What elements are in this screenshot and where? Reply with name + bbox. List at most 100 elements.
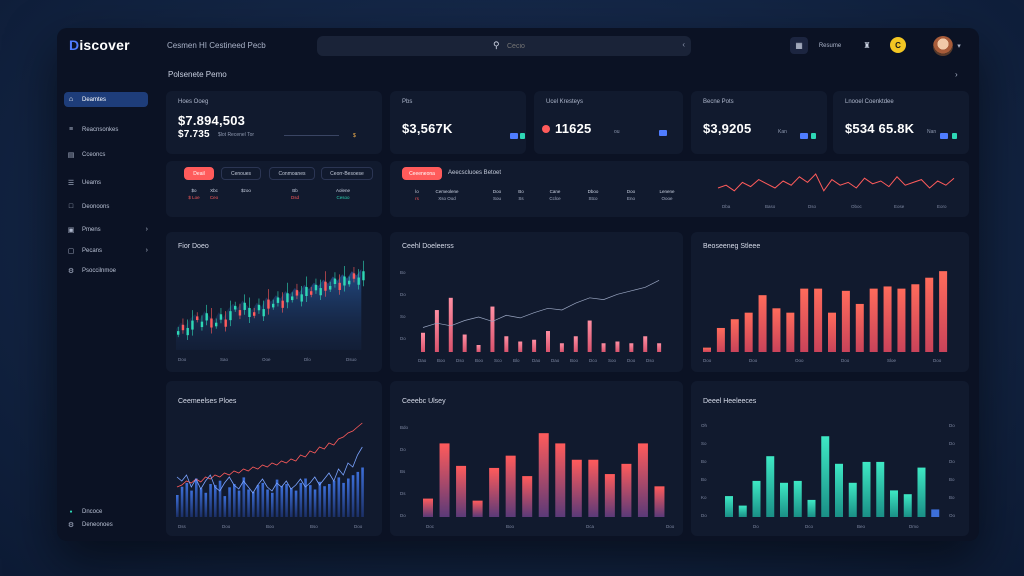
mini-stat: Xbc Ceo	[202, 187, 226, 201]
kpi-title: Hoes Ooeg	[178, 99, 209, 105]
candle	[262, 309, 265, 317]
candle	[234, 305, 237, 310]
arrow-icon	[520, 133, 525, 139]
notification-button[interactable]: ♜	[860, 37, 874, 54]
x-tick: Doc	[426, 524, 435, 529]
bar	[703, 347, 711, 352]
x-tick: Dba	[722, 204, 731, 209]
bar	[285, 484, 288, 517]
x-tick: Dlo	[304, 357, 311, 362]
tab-detail[interactable]: Deail	[184, 167, 214, 180]
x-tick: Beo	[857, 524, 866, 529]
chevron-down-icon[interactable]: ▾	[957, 42, 961, 50]
x-tick: Dso	[808, 204, 816, 209]
chart-title: Ceehl Doeleerss	[402, 243, 454, 250]
search-input[interactable]	[507, 39, 657, 53]
credit-chart[interactable]: Bo Do So Do Dao Boo Dso Boo Sco Blo Dao Dao Boo Dco So…	[400, 260, 676, 366]
chart-title: Ceemeelses Ploes	[178, 398, 237, 405]
sidebar-item[interactable]: ⚙ Psoccilnmoe	[64, 263, 148, 278]
sidebar-item[interactable]: ☰ Ueams	[64, 175, 148, 190]
settings-icon: ⚙	[67, 267, 75, 275]
candle	[286, 293, 289, 303]
tab-companies[interactable]: Conmoanes	[269, 167, 315, 180]
sidebar-item[interactable]: □ Deonoons	[64, 199, 148, 214]
bar	[780, 482, 788, 517]
chevron-left-icon[interactable]: ‹	[682, 40, 685, 49]
kpi-card[interactable]: Lnooel Coenktdee $534 65.8K Nan	[833, 91, 969, 154]
card-icon	[940, 133, 948, 139]
sidebar-item[interactable]: ▢ Pecans ›	[64, 243, 148, 258]
sidebar-item[interactable]: ⌂ Deamtes	[64, 92, 148, 107]
y-tick: Do	[400, 292, 406, 297]
kpi-card[interactable]: Pbs $3,567K	[390, 91, 526, 154]
candle	[205, 313, 208, 321]
bar	[328, 484, 331, 517]
x-tick: Blo	[513, 358, 520, 363]
bar	[266, 489, 269, 517]
card-icon	[659, 130, 667, 136]
price-trend-chart[interactable]: Doo Sao Ooe Dlo Dsuo	[176, 260, 376, 366]
market-stat: Lenene Oooe	[652, 188, 682, 202]
mini-stat-label: $o	[191, 188, 197, 193]
x-tick: Doo	[627, 358, 636, 363]
consumer-chart[interactable]: Bdo Do Bs Ds Do Doc Boo Dca Doo	[400, 417, 676, 532]
chart-title: Fior Doeo	[178, 243, 209, 250]
sidebar-footer-item[interactable]: ● Dncoce	[64, 504, 148, 519]
bar	[604, 474, 615, 517]
bar	[176, 495, 179, 517]
breadcrumb[interactable]: Polsenete Pemo	[168, 70, 227, 79]
mini-stat: Aolene Cesoo	[331, 187, 355, 201]
kpi-value: $3,567K	[402, 121, 453, 136]
x-tick: Dca	[586, 524, 594, 529]
kpi-card[interactable]: Ucel Kresteys 11625 ou	[534, 91, 683, 154]
x-tick: Doo	[666, 524, 675, 529]
grid-button[interactable]: ▦	[790, 37, 808, 54]
resume-link[interactable]: Resume	[818, 42, 842, 49]
sidebar-item-label: Reacnsonkes	[82, 126, 119, 133]
sidebar-footer-item[interactable]: ⚙ Deneonoes	[64, 517, 148, 532]
campaign-chart[interactable]: Dss Doo Boo Bso Doo	[176, 417, 376, 532]
x-tick: Soo	[608, 358, 617, 363]
kpi-card[interactable]: Becne Pots $3,9205 Kan	[691, 91, 827, 154]
sidebar-item[interactable]: ▤ Cceoncs	[64, 147, 148, 162]
market-stat: Dboo Stco	[578, 188, 608, 202]
bar	[522, 476, 533, 517]
y-tick: Bs	[400, 469, 406, 474]
bar	[223, 496, 227, 517]
market-stat-value: Ss	[518, 196, 524, 201]
bar	[814, 288, 823, 352]
wallet-icon: ▢	[67, 247, 75, 255]
y-tick: Bdo	[400, 425, 409, 430]
app-logo[interactable]: Discover	[69, 37, 130, 53]
sidebar-item[interactable]: ≡ Reacnsonkes	[64, 122, 148, 137]
kpi-card[interactable]: Hoes Ooeg $7.894,503 $7.735 $lot Recenel…	[166, 91, 382, 154]
candle	[248, 308, 251, 317]
tab-courses[interactable]: Cenoues	[221, 167, 261, 180]
bar	[456, 465, 467, 517]
chevron-right-icon[interactable]: ›	[955, 70, 958, 79]
wallet-icon	[800, 133, 808, 139]
market-stat-label: Doo	[492, 189, 502, 194]
sidebar-item-label: Cceoncs	[82, 151, 106, 158]
coin-badge[interactable]: C	[890, 37, 906, 53]
bar	[204, 492, 208, 517]
x-tick: Boo	[437, 358, 446, 363]
bar	[190, 490, 193, 517]
bar	[766, 456, 775, 517]
market-pill[interactable]: Ceeeneona	[402, 167, 442, 180]
y-tick-right: Do	[949, 441, 955, 446]
bar	[252, 491, 255, 517]
candle	[291, 296, 294, 301]
y-tick: Do	[400, 513, 406, 518]
search-bar[interactable]: ⚲ ‹	[317, 36, 691, 56]
sidebar-item[interactable]: ▣ Pmens ›	[64, 222, 148, 237]
bar	[476, 345, 481, 352]
bar	[629, 343, 634, 352]
avatar[interactable]	[933, 36, 953, 56]
distribution-chart[interactable]: Oh So Bo Bo Ko Do Do Do Do Bo Bo Oo Do Dco Beo Dmo	[701, 417, 963, 532]
earnings-chart[interactable]: Doo Doo Ooo Doo Sloe Doo	[701, 260, 963, 366]
chart-title: Beoseeneg Stleee	[703, 243, 761, 250]
bar	[342, 482, 345, 517]
tab-cross-base[interactable]: Ceorr-Besoese	[321, 167, 373, 180]
bar	[890, 490, 898, 517]
